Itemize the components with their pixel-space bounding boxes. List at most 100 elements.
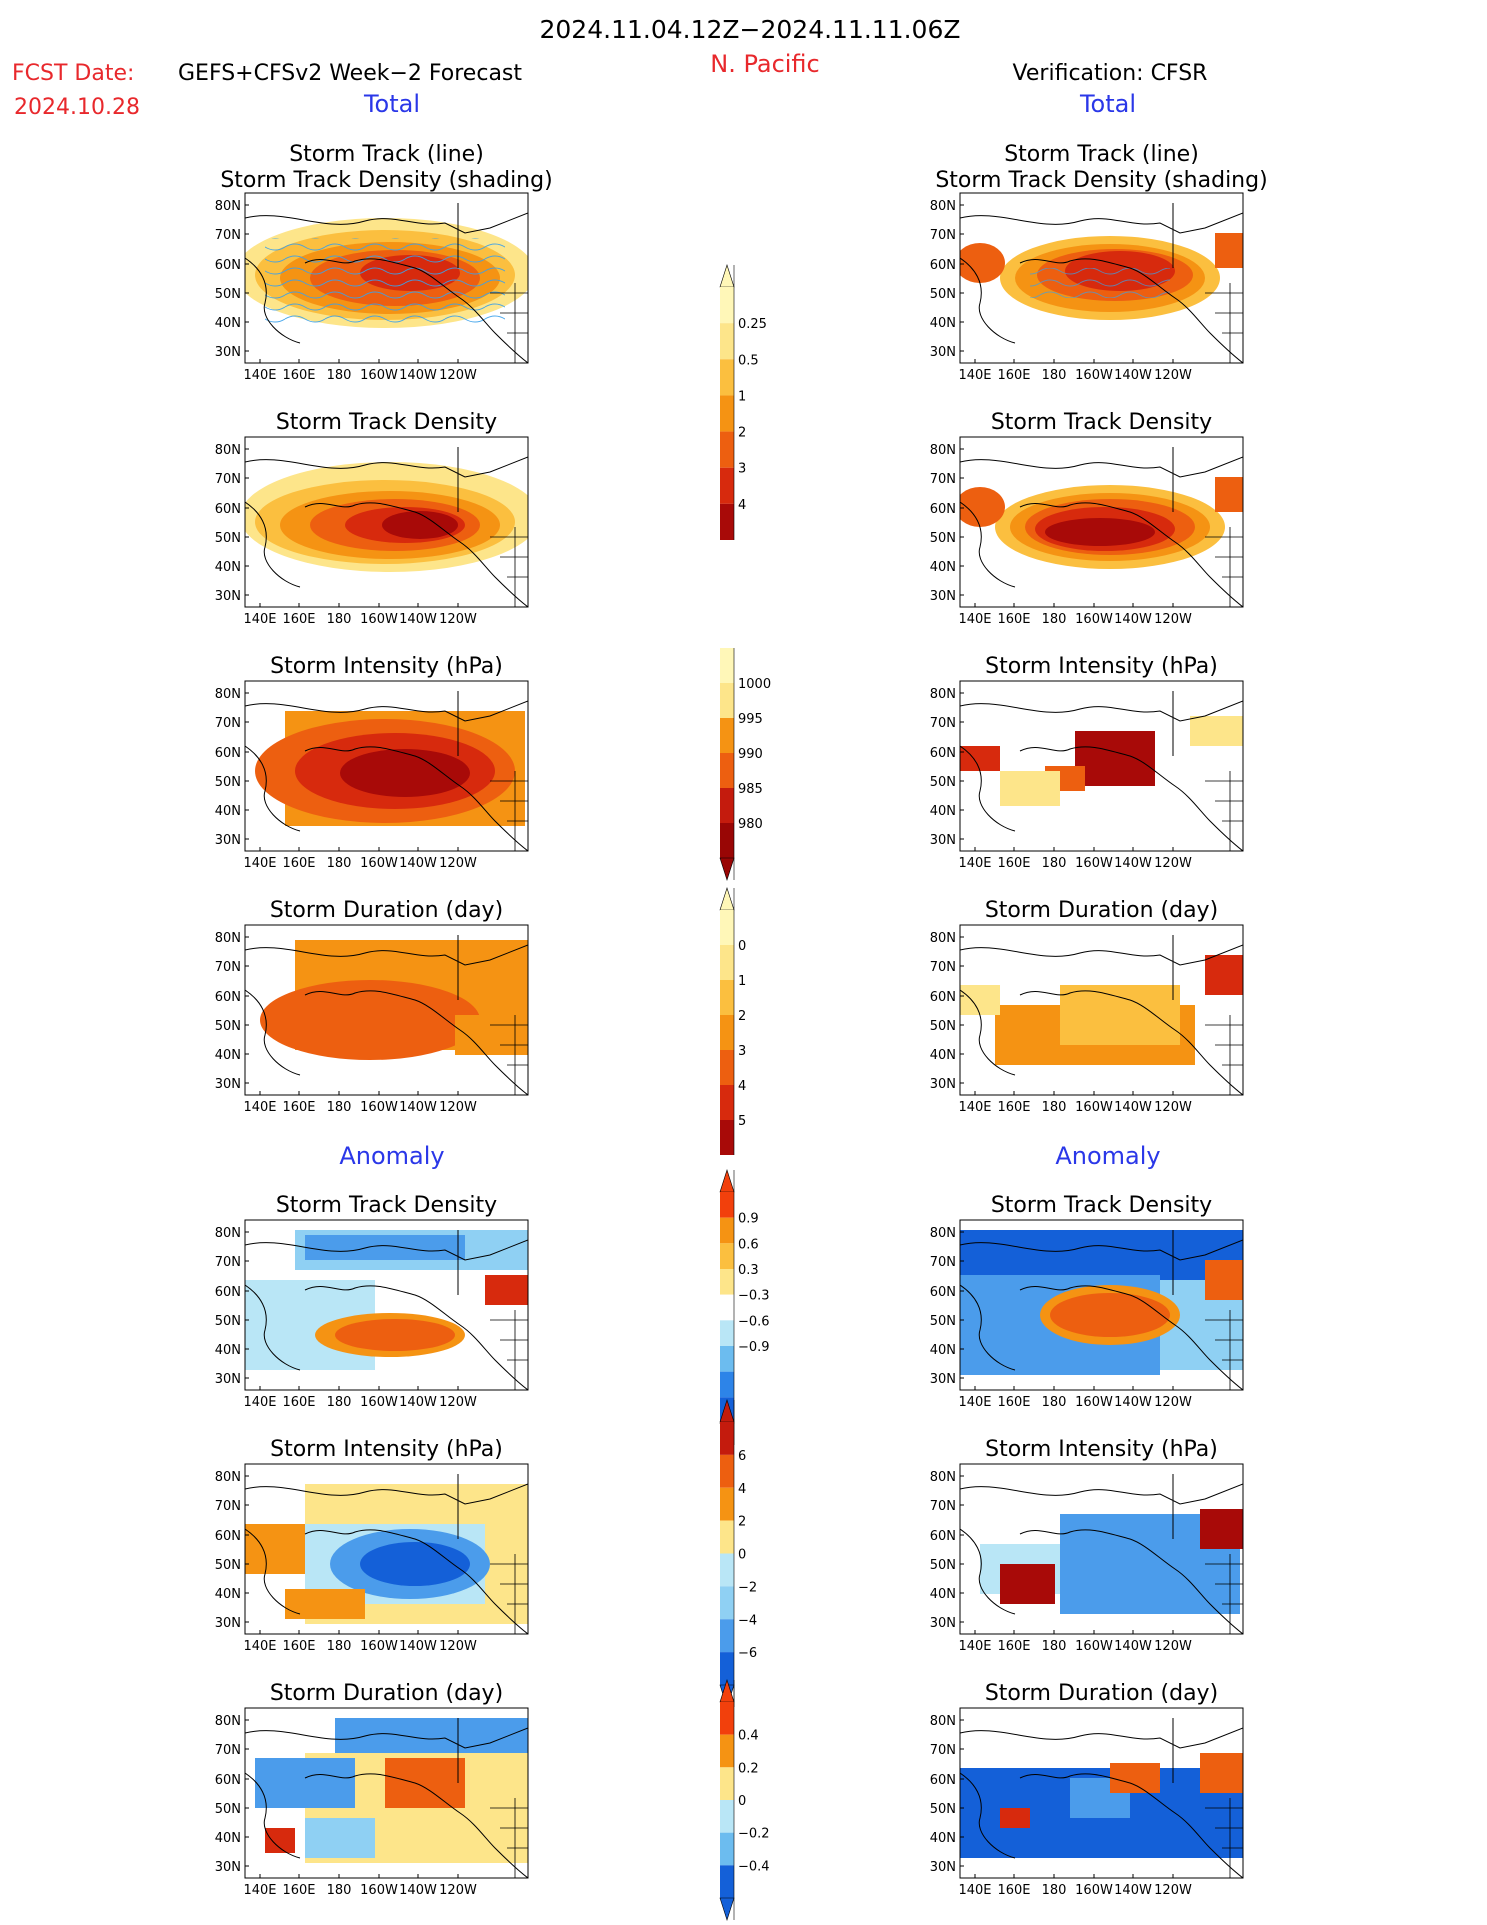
colorbar-label: 990 [738,747,763,762]
lon-tick-label: 180 [327,1639,352,1654]
lat-tick-label: 30N [215,589,241,604]
map-panel-forecast-1: Storm Track (line)Storm Track Density (s… [215,142,553,383]
lon-tick-label: 140E [243,1639,276,1654]
lat-tick-label: 60N [215,990,241,1005]
colorbar-swatch [720,788,734,823]
lat-tick-label: 80N [215,1470,241,1485]
lat-tick-label: 80N [215,931,241,946]
lon-tick-label: 160E [282,612,315,627]
field-region-2 [260,979,480,1061]
state-borders [1205,1798,1243,1878]
map-frame [959,1219,1244,1391]
colorbar-swatch [720,1050,734,1085]
lat-tick-label: 40N [930,1343,956,1358]
lat-tick-label: 50N [215,1019,241,1034]
colorbar-label: 0.3 [738,1263,759,1278]
lon-tick-label: 180 [327,856,352,871]
lon-tick-label: 160W [1075,1100,1113,1115]
lon-tick-label: 140W [399,368,437,383]
lon-tick-label: 140E [958,612,991,627]
coastline-asia [960,1772,1016,1859]
lat-tick-label: 60N [215,1773,241,1788]
panel-title: Storm Duration (day) [270,898,503,923]
colorbar-label: 0.6 [738,1237,759,1252]
lat-tick-label: 40N [930,560,956,575]
state-borders [1205,283,1243,363]
lon-tick-label: 140E [243,1883,276,1898]
lon-tick-label: 120W [1154,1395,1192,1410]
map-frame [244,1463,529,1635]
coastline-arctic [960,1483,1243,1505]
map-frame [244,1707,529,1879]
field-region-1 [1075,731,1155,786]
lat-tick-label: 30N [930,833,956,848]
anomaly-label-forecast: Anomaly [339,1142,444,1170]
lon-tick-label: 140E [243,856,276,871]
lat-tick-label: 70N [215,228,241,243]
field-region-4 [1200,1753,1243,1793]
lat-tick-label: 30N [215,1860,241,1875]
panel-title: Storm Intensity (hPa) [985,654,1218,679]
lat-tick-label: 60N [930,502,956,517]
lat-tick-label: 40N [215,316,241,331]
coastline-asia [960,989,1016,1076]
lon-tick-label: 160W [360,1395,398,1410]
field-region-6 [265,1828,295,1853]
coastline-alaska [304,1773,528,1878]
total-label-verification: Total [1079,90,1136,118]
field-region-3 [1000,1564,1055,1604]
map-field [245,1220,528,1390]
map-frame [959,924,1244,1096]
map-field [960,437,1243,607]
colorbar-label: −4 [738,1613,757,1628]
colorbar-label: 0.25 [738,317,767,332]
colorbar-swatch [720,1192,734,1218]
coastline-alaska [304,746,528,851]
colorbar-swatch [720,1243,734,1269]
colorbar-swatch [720,1294,734,1321]
colorbar-intensity_total: 1000 995 990 985 980 [719,648,771,881]
field-region-4 [1200,1509,1243,1549]
state-borders [490,1798,528,1878]
coastline-arctic [960,456,1243,478]
coastline-asia [245,989,301,1076]
map-field [960,681,1243,851]
colorbar-label: 3 [738,462,746,477]
map-field [245,193,528,363]
map-frame [244,680,529,852]
colorbar-label: 3 [738,1044,746,1059]
lon-tick-label: 160E [997,1883,1030,1898]
coastline-alaska [304,1529,528,1634]
coastline-arctic [960,1239,1243,1261]
map-field [960,193,1243,363]
coastline-alaska [304,502,528,607]
coastline-alaska [304,258,528,363]
lat-tick-label: 50N [930,1314,956,1329]
panel-title: Storm Track Density [276,410,497,435]
colorbar-swatch [720,287,734,324]
field-region-6 [960,487,1005,527]
panel-title: Storm Intensity (hPa) [985,1437,1218,1462]
state-borders [490,527,528,607]
lat-tick-label: 30N [215,1616,241,1631]
colorbar-swatch [720,1217,734,1244]
lon-tick-label: 180 [327,612,352,627]
lon-tick-label: 120W [1154,368,1192,383]
colorbar-swatch [720,945,734,980]
lat-tick-label: 70N [930,1499,956,1514]
lat-tick-label: 70N [215,1743,241,1758]
lat-tick-label: 70N [215,1499,241,1514]
field-region-5 [1050,1293,1170,1337]
lat-tick-label: 50N [215,531,241,546]
lon-tick-label: 140W [1114,1395,1152,1410]
field-region-2 [245,1524,305,1574]
colorbar-swatch [720,1619,734,1653]
lat-tick-label: 40N [215,1831,241,1846]
field-region-6 [285,1589,365,1619]
fcst-date: 2024.10.28 [14,95,140,120]
field-region-3 [1110,1763,1160,1793]
lon-tick-label: 140E [243,368,276,383]
colorbar-duration_total: 0 1 2 3 4 5 [719,887,746,1155]
field-region-6 [1205,1260,1243,1300]
